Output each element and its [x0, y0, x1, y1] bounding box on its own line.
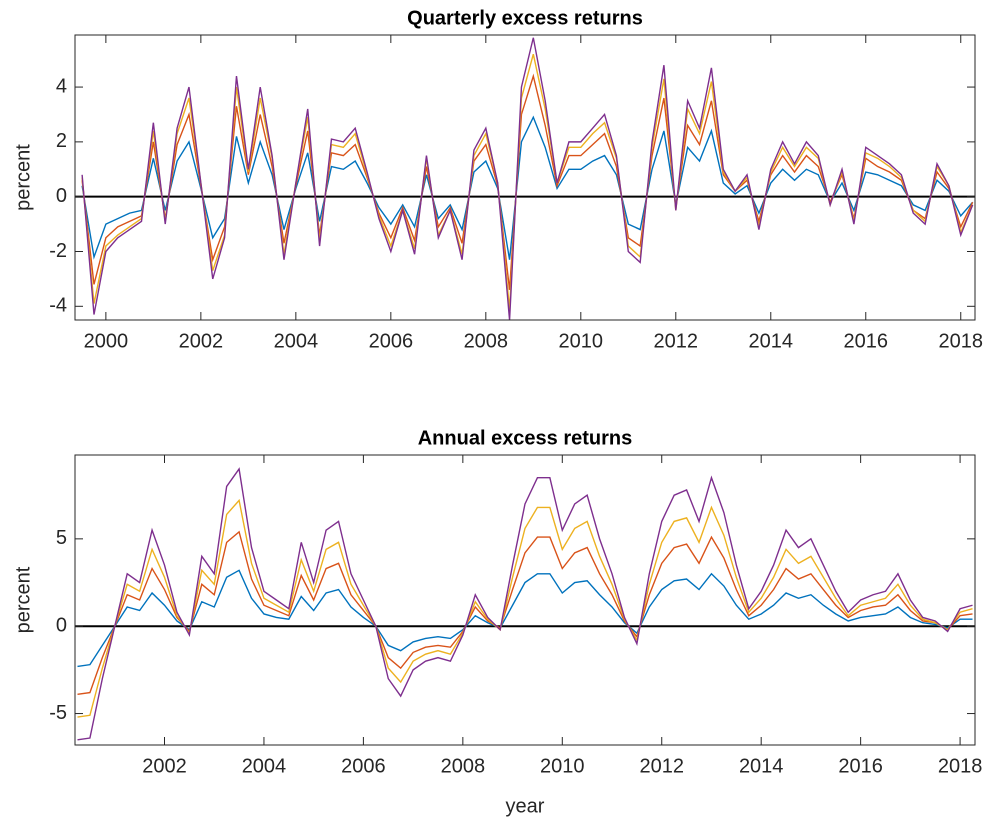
x-tick-label: 2006 [341, 755, 386, 777]
y-tick-label: 2 [56, 130, 67, 152]
series-line [77, 467, 973, 741]
x-axis-label: year [506, 795, 545, 817]
series-line [77, 498, 973, 718]
axes-background [75, 455, 975, 745]
y-tick-label: 0 [56, 185, 67, 207]
x-tick-label: 2000 [84, 330, 129, 352]
series-line [81, 37, 974, 320]
x-tick-label: 2010 [540, 755, 585, 777]
x-tick-label: 2010 [559, 330, 604, 352]
y-tick-label: 0 [56, 614, 67, 636]
x-tick-label: 2004 [274, 330, 319, 352]
y-tick-label: -2 [49, 240, 67, 262]
chart-title: Annual excess returns [418, 427, 633, 449]
x-tick-label: 2002 [179, 330, 224, 352]
y-tick-label: -5 [49, 702, 67, 724]
x-tick-label: 2008 [441, 755, 486, 777]
x-tick-label: 2012 [639, 755, 684, 777]
plot-lines [75, 467, 975, 741]
y-tick-label: -4 [49, 295, 67, 317]
x-tick-label: 2018 [938, 755, 983, 777]
x-tick-label: 2006 [369, 330, 414, 352]
x-tick-label: 2004 [242, 755, 287, 777]
x-tick-label: 2012 [654, 330, 699, 352]
x-tick-label: 2008 [464, 330, 509, 352]
y-axis-label: percent [12, 566, 34, 633]
series-line [77, 569, 973, 668]
chart-title: Quarterly excess returns [407, 7, 643, 29]
x-tick-label: 2014 [739, 755, 784, 777]
x-tick-label: 2016 [838, 755, 883, 777]
axes-box [74, 34, 976, 321]
axes-box [74, 454, 976, 746]
series-line [81, 115, 974, 260]
x-tick-label: 2002 [142, 755, 187, 777]
y-axis-label: percent [12, 144, 34, 211]
plot-lines [75, 37, 975, 320]
x-tick-label: 2018 [939, 330, 984, 352]
y-tick-label: 5 [56, 527, 67, 549]
series-line [77, 530, 973, 696]
x-tick-label: 2016 [844, 330, 889, 352]
x-tick-label: 2014 [749, 330, 794, 352]
y-tick-label: 4 [56, 75, 67, 97]
